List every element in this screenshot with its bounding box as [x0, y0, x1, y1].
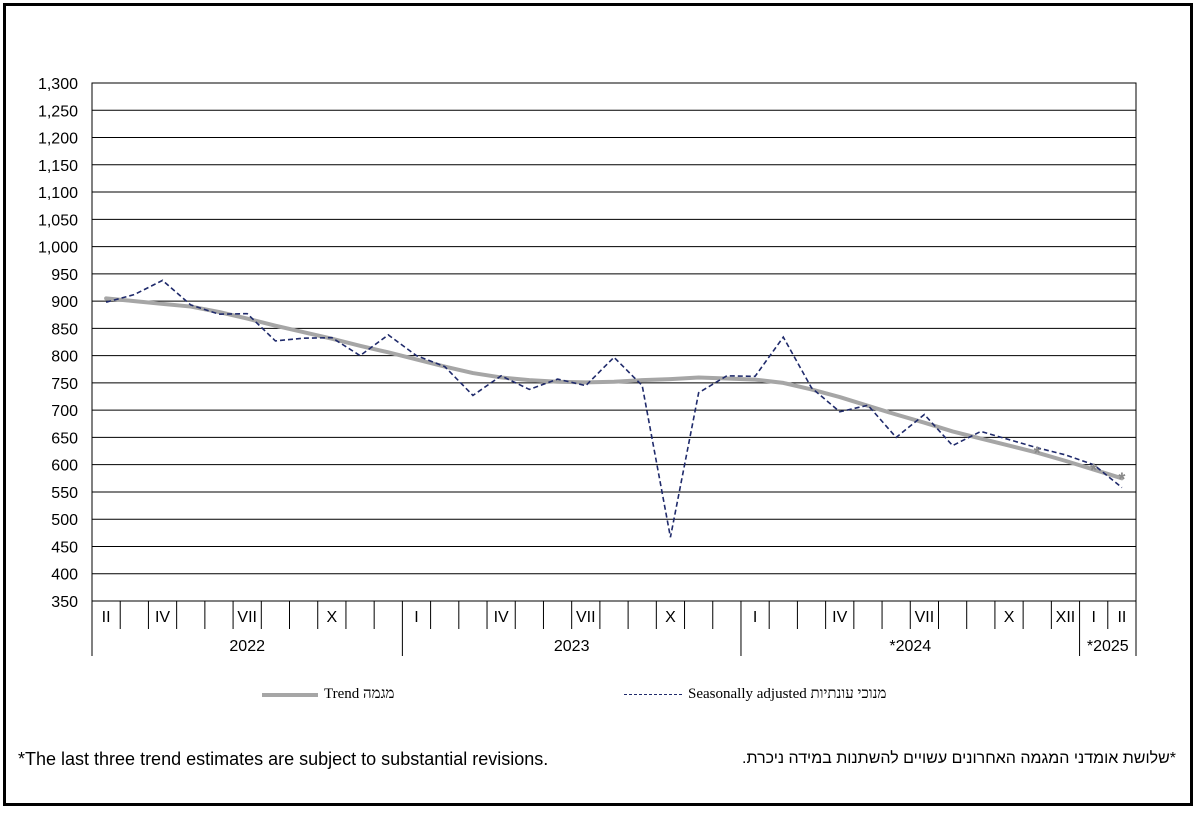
month-label: I: [753, 609, 757, 626]
year-label: 2023: [554, 638, 590, 655]
y-tick-label: 1,250: [38, 103, 78, 120]
month-label: VII: [237, 609, 257, 626]
legend-seasonally-adjusted: Seasonally adjusted מנוכי עונתיות: [624, 686, 886, 703]
month-label: IV: [494, 609, 509, 626]
y-tick-label: 600: [51, 458, 78, 475]
year-label: 2022: [229, 638, 265, 655]
legend-trend-swatch: [262, 692, 318, 697]
legend-trend: Trend מגמה: [262, 686, 394, 703]
year-label: *2024: [889, 638, 931, 655]
y-tick-label: 650: [51, 430, 78, 447]
footnote-hebrew: *שלושת אומדני המגמה האחרונים עשויים להשת…: [742, 750, 1176, 767]
y-tick-label: 750: [51, 376, 78, 393]
chart-frame: 1,300 1,250 1,200 1,150 1,100 1,050 1,000 950 90…: [3, 3, 1193, 806]
y-tick-label: 1,200: [38, 131, 78, 148]
month-label: I: [414, 609, 418, 626]
month-label: VII: [915, 609, 935, 626]
y-tick-label: 1,100: [38, 185, 78, 202]
y-tick-label: 400: [51, 567, 78, 584]
y-tick-label: 850: [51, 321, 78, 338]
plot-border: [91, 82, 1137, 602]
month-label: IV: [155, 609, 170, 626]
y-tick-label: 500: [51, 512, 78, 529]
year-label: *2025: [1087, 638, 1129, 655]
trend-estimate-marker: *: [1034, 444, 1041, 464]
y-tick-label: 950: [51, 267, 78, 284]
y-tick-label: 800: [51, 349, 78, 366]
y-tick-label: 900: [51, 294, 78, 311]
y-tick-label: 1,150: [38, 158, 78, 175]
month-label: X: [665, 609, 676, 626]
y-tick-label: 1,000: [38, 240, 78, 257]
month-label: I: [1091, 609, 1095, 626]
trend-estimate-marker: *: [1118, 469, 1125, 489]
y-tick-label: 550: [51, 485, 78, 502]
month-label: II: [1117, 609, 1126, 626]
month-label: X: [1004, 609, 1015, 626]
month-label: XII: [1056, 609, 1076, 626]
y-tick-label: 350: [51, 594, 78, 611]
y-tick-label: 450: [51, 539, 78, 556]
month-label: IV: [832, 609, 847, 626]
month-label: X: [327, 609, 338, 626]
series-seasonally-adjusted-line: [105, 279, 1123, 538]
legend-sa-label: Seasonally adjusted מנוכי עונתיות: [688, 686, 887, 702]
series-trend-line: [104, 296, 1124, 481]
chart-svg: 1,300 1,250 1,200 1,150 1,100 1,050 1,000 950 90…: [38, 76, 1137, 656]
y-tick-label: 700: [51, 403, 78, 420]
footnote-english: *The last three trend estimates are subj…: [18, 749, 549, 769]
legend-trend-label: Trend מגמה: [324, 686, 395, 702]
month-label: II: [102, 609, 111, 626]
y-tick-label: 1,300: [38, 76, 78, 93]
legend-sa-swatch: [624, 694, 682, 695]
y-tick-label: 1,050: [38, 212, 78, 229]
month-label: VII: [576, 609, 596, 626]
trend-estimate-marker: *: [1090, 461, 1097, 481]
